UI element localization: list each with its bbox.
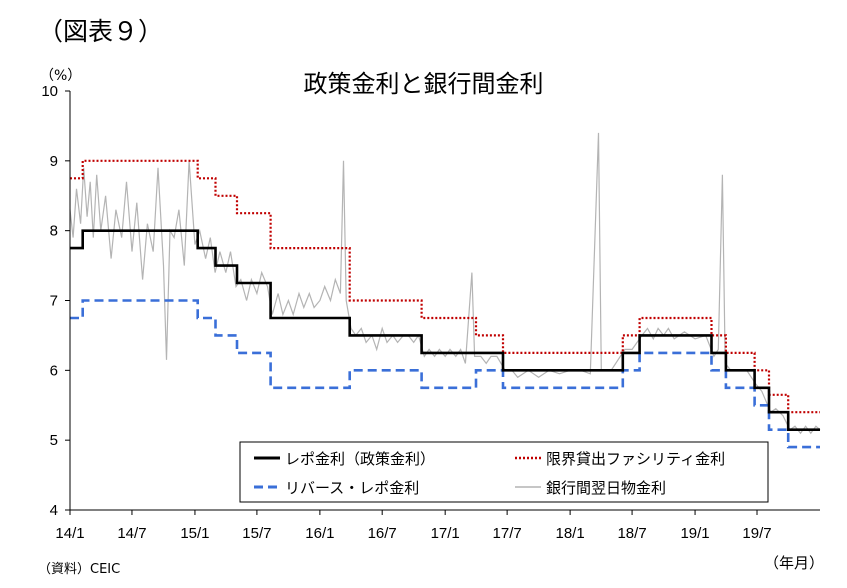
y-tick-label-5: 9 xyxy=(50,153,58,170)
legend-label-reverse-repo: リバース・レポ金利 xyxy=(285,479,419,497)
series-line-1 xyxy=(70,159,820,414)
x-tick-label-10: 19/1 xyxy=(680,525,709,542)
legend-label-call-rate: 銀行間翌日物金利 xyxy=(546,479,666,497)
series-line-2 xyxy=(70,299,820,449)
x-tick-label-9: 18/7 xyxy=(617,525,646,542)
legend-box xyxy=(239,441,769,503)
x-tick-label-1: 14/7 xyxy=(117,525,146,542)
x-tick-label-8: 18/1 xyxy=(556,525,585,542)
y-tick-label-3: 7 xyxy=(50,293,58,310)
y-tick-label-6: 10 xyxy=(41,83,58,100)
x-tick-label-11: 19/7 xyxy=(742,525,771,542)
y-tick-label-0: 4 xyxy=(50,502,58,519)
x-tick-label-3: 15/7 xyxy=(242,525,271,542)
y-tick-label-1: 5 xyxy=(50,432,58,449)
series-layer xyxy=(69,132,821,449)
legend: レポ金利（政策金利） 限界貸出ファシリティ金利 リバース・レポ金利 銀行間翌日物… xyxy=(239,441,769,503)
chart-title: 政策金利と銀行間金利 xyxy=(303,70,544,98)
legend-label-msf: 限界貸出ファシリティ金利 xyxy=(546,450,725,468)
source-note: （資料）CEIC xyxy=(38,562,121,577)
x-tick-label-4: 16/1 xyxy=(305,525,334,542)
x-tick-label-5: 16/7 xyxy=(368,525,397,542)
x-tick-label-7: 17/7 xyxy=(493,525,522,542)
legend-label-repo: レポ金利（政策金利） xyxy=(285,450,435,468)
y-tick-label-4: 8 xyxy=(50,223,58,240)
x-tick-label-0: 14/1 xyxy=(55,525,84,542)
y-unit-label: （%） xyxy=(40,68,82,84)
series-line-3 xyxy=(69,132,821,435)
x-tick-label-2: 15/1 xyxy=(180,525,209,542)
y-tick-label-2: 6 xyxy=(50,362,58,379)
x-unit-label: （年月） xyxy=(764,554,825,572)
axes-layer: 4 5 6 7 8 9 10 14/1 14/7 15/1 15/7 16/1 16/7 17/1 17/7… xyxy=(41,83,820,542)
series-line-0 xyxy=(70,229,820,431)
figure-label: （図表９） xyxy=(38,17,164,46)
x-tick-label-6: 17/1 xyxy=(431,525,460,542)
